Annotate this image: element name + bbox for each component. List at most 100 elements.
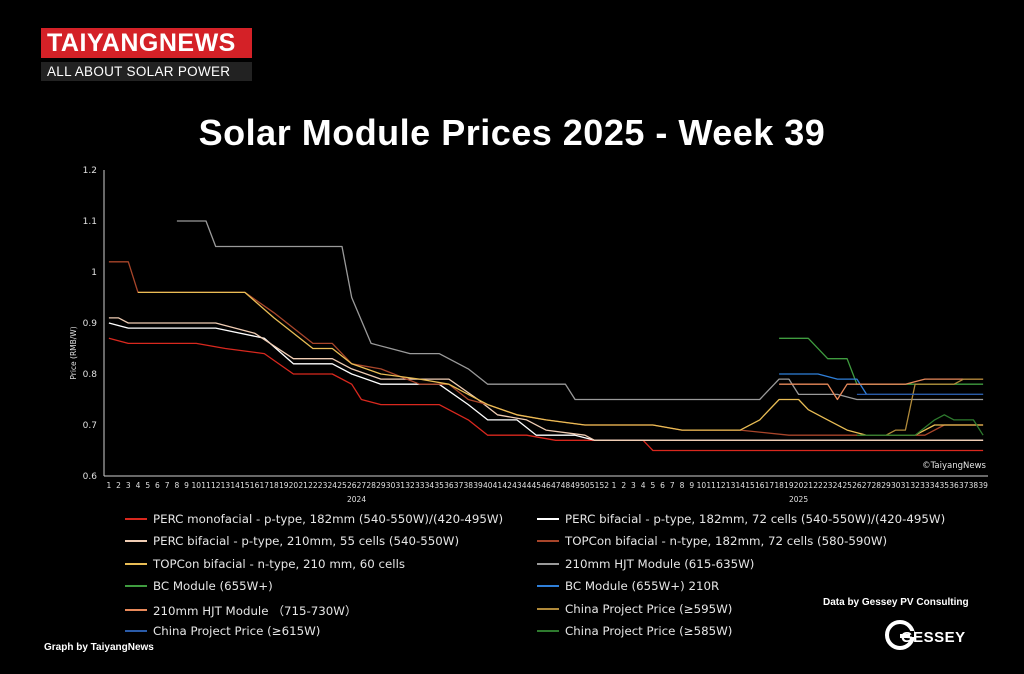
legend-label: China Project Price (≥595W) (565, 601, 733, 616)
x-tick-label: 18 (774, 481, 784, 490)
series-line-4 (108, 261, 984, 436)
x-group-label: 2024 (347, 495, 366, 504)
chart-watermark: ©TaiyangNews (922, 461, 986, 471)
x-tick-label: 51 (590, 481, 600, 490)
legend-swatch (537, 518, 559, 520)
taiyangnews-logo: TAIYANGNEWS ALL ABOUT SOLAR POWER (41, 28, 252, 85)
gessey-logo: GESSEY (883, 618, 980, 652)
legend-swatch (125, 585, 147, 588)
x-tick-label: 23 (318, 481, 328, 490)
x-tick-label: 33 (415, 481, 425, 490)
x-tick-label: 17 (765, 481, 775, 490)
x-tick-label: 13 (726, 481, 736, 490)
x-tick-label: 48 (561, 481, 571, 490)
legend-label: TOPCon bifacial - n-type, 210 mm, 60 cel… (153, 556, 406, 571)
x-tick-label: 12 (716, 481, 726, 490)
x-tick-label: 34 (930, 481, 940, 490)
series-line-1 (108, 337, 984, 452)
x-tick-label: 36 (949, 481, 959, 490)
x-tick-label: 2 (116, 481, 121, 490)
y-tick-label: 1 (91, 268, 97, 278)
legend-item: PERC monofacial - p-type, 182mm (540-550… (125, 512, 503, 526)
x-tick-label: 37 (454, 481, 464, 490)
x-tick-label: 36 (444, 481, 454, 490)
x-tick-label: 26 (852, 481, 862, 490)
series-line-9 (779, 378, 984, 401)
legend-swatch (537, 540, 559, 543)
x-tick-label: 8 (680, 481, 685, 490)
x-tick-label: 44 (522, 481, 532, 490)
x-tick-label: 38 (464, 481, 474, 490)
x-tick-label: 1 (106, 481, 111, 490)
series-line-3 (108, 317, 984, 441)
x-tick-label: 19 (279, 481, 289, 490)
x-tick-label: 28 (366, 481, 376, 490)
x-tick-label: 3 (631, 481, 636, 490)
x-tick-label: 31 (901, 481, 911, 490)
x-tick-label: 6 (155, 481, 160, 490)
x-tick-label: 26 (347, 481, 357, 490)
x-tick-label: 37 (959, 481, 969, 490)
legend-item: China Project Price (≥615W) (125, 624, 320, 638)
x-tick-label: 34 (425, 481, 435, 490)
chart-legend: PERC monofacial - p-type, 182mm (540-550… (125, 512, 985, 642)
x-tick-label: 46 (541, 481, 551, 490)
legend-label: PERC monofacial - p-type, 182mm (540-550… (153, 512, 504, 526)
legend-swatch (537, 607, 559, 610)
x-tick-label: 41 (493, 481, 503, 490)
legend-item: PERC bifacial - p-type, 182mm, 72 cells … (537, 512, 945, 526)
x-tick-label: 9 (184, 481, 189, 490)
legend-swatch (537, 585, 559, 588)
x-tick-label: 30 (891, 481, 901, 490)
y-tick-label: 0.9 (83, 319, 98, 329)
legend-item: BC Module (655W+) (125, 579, 273, 593)
legend-item: China Project Price (≥585W) (537, 624, 732, 638)
legend-label: China Project Price (≥585W) (565, 624, 733, 638)
x-tick-label: 18 (269, 481, 279, 490)
legend-item: TOPCon bifacial - n-type, 182mm, 72 cell… (537, 534, 887, 548)
x-tick-label: 3 (126, 481, 131, 490)
x-tick-label: 47 (551, 481, 561, 490)
x-tick-label: 19 (784, 481, 794, 490)
x-tick-label: 4 (136, 481, 141, 490)
x-tick-label: 27 (862, 481, 872, 490)
legend-swatch (537, 562, 559, 565)
x-tick-label: 24 (833, 481, 843, 490)
series-line-7 (779, 337, 984, 385)
x-tick-label: 20 (289, 481, 299, 490)
x-tick-label: 24 (328, 481, 338, 490)
data-credit: Data by Gessey PV Consulting (823, 597, 969, 608)
x-tick-label: 22 (813, 481, 823, 490)
graph-credit: Graph by TaiyangNews (44, 642, 154, 653)
legend-swatch (125, 630, 147, 632)
series-line-10 (856, 378, 984, 436)
legend-item: TOPCon bifacial - n-type, 210 mm, 60 cel… (125, 557, 405, 571)
legend-label: 210mm HJT Module (615-635W) (565, 556, 755, 571)
x-tick-label: 39 (978, 481, 988, 490)
x-tick-label: 10 (192, 481, 202, 490)
x-tick-label: 27 (357, 481, 367, 490)
x-tick-label: 25 (337, 481, 347, 490)
x-tick-label: 35 (940, 481, 950, 490)
legend-label: China Project Price (≥615W) (153, 624, 321, 638)
legend-swatch (537, 630, 559, 632)
chart-title: Solar Module Prices 2025 - Week 39 (198, 112, 826, 153)
legend-label: TOPCon bifacial - n-type, 182mm, 72 cell… (565, 534, 888, 549)
x-tick-label: 31 (396, 481, 406, 490)
series-line-5 (138, 291, 984, 436)
x-tick-label: 6 (660, 481, 665, 490)
x-tick-label: 13 (221, 481, 231, 490)
x-tick-label: 8 (174, 481, 179, 490)
x-tick-label: 21 (804, 481, 814, 490)
legend-item: BC Module (655W+) 210R (537, 579, 719, 593)
brand-tagline: ALL ABOUT SOLAR POWER (41, 62, 252, 81)
x-tick-label: 2 (621, 481, 626, 490)
x-tick-label: 14 (230, 481, 240, 490)
x-tick-label: 28 (872, 481, 882, 490)
x-tick-label: 39 (473, 481, 483, 490)
x-tick-label: 21 (298, 481, 308, 490)
legend-swatch (125, 562, 147, 565)
legend-label: PERC bifacial - p-type, 210mm, 55 cells … (153, 534, 460, 549)
x-tick-label: 23 (823, 481, 833, 490)
